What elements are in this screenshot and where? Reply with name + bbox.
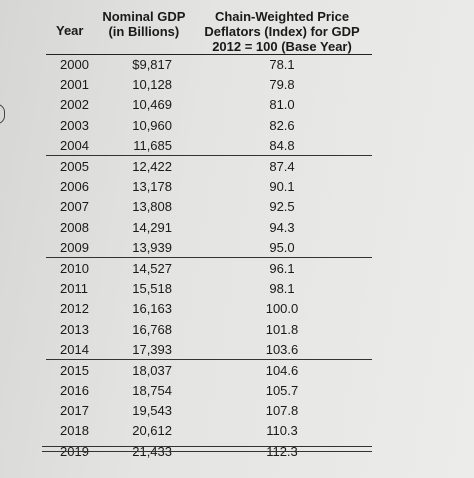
- table-row: 2017 19,543 107.8: [46, 401, 372, 421]
- year-cell: 2005: [60, 159, 89, 175]
- nominal-gdp-cell: 16,163: [132, 301, 172, 317]
- nominal-gdp-cell: 14,291: [132, 219, 172, 235]
- table-row: 2018 20,612 110.3: [46, 421, 372, 441]
- year-cell: 2008: [60, 219, 89, 235]
- deflator-cell: 103.6: [192, 339, 372, 361]
- year-cell: 2001: [60, 77, 89, 93]
- deflator-cell: 100.0: [265, 301, 299, 317]
- year-cell: 2015: [60, 362, 89, 378]
- year-cell: 2010: [60, 260, 89, 276]
- year-cell: 2013: [60, 321, 89, 337]
- year-cell: 2011: [60, 281, 88, 297]
- table-bottom-rule: [42, 446, 372, 452]
- nominal-gdp-cell: 10,128: [132, 77, 172, 93]
- nominal-gdp-cell: 15,518: [132, 281, 172, 297]
- deflator-cell: 94.3: [269, 219, 295, 235]
- year-cell: 2003: [60, 117, 89, 133]
- header-price-deflator: Chain-Weighted Price Deflators (Index) f…: [192, 8, 372, 54]
- nominal-gdp-cell: 14,527: [132, 260, 172, 276]
- deflator-cell: 110.3: [266, 423, 298, 439]
- table-row: 2001 10,128 79.8: [46, 75, 372, 95]
- deflator-cell: 90.1: [269, 179, 295, 195]
- page-edge-mark: [0, 104, 5, 124]
- nominal-gdp-cell: 13,939: [95, 237, 192, 259]
- header-deflator-line1: Chain-Weighted Price: [214, 8, 350, 24]
- nominal-gdp-cell: 20,612: [132, 423, 172, 439]
- table-row: 2006 13,178 90.1: [46, 177, 372, 197]
- deflator-cell: 104.6: [265, 362, 299, 378]
- table-row: 2012 16,163 100.0: [46, 299, 372, 319]
- year-cell: 2012: [60, 301, 89, 317]
- nominal-gdp-cell: 11,685: [95, 135, 192, 157]
- table-row: 2010 14,527 96.1: [46, 258, 372, 279]
- year-cell: 2018: [60, 423, 89, 439]
- nominal-gdp-cell: 17,393: [95, 339, 192, 361]
- year-cell: 2009: [46, 237, 96, 259]
- deflator-cell: 79.8: [269, 77, 295, 93]
- deflator-cell: 92.5: [269, 199, 295, 215]
- nominal-gdp-cell: 16,768: [132, 321, 172, 337]
- deflator-cell: 78.1: [269, 57, 295, 73]
- header-nominal-gdp-line1: Nominal GDP: [102, 8, 186, 24]
- table-row: 2003 10,960 82.6: [46, 115, 372, 135]
- deflator-cell: 98.1: [269, 281, 295, 297]
- deflator-cell: 96.1: [269, 260, 295, 276]
- deflator-cell: 101.8: [265, 321, 299, 337]
- table-body: 2000 $9,817 78.1 2001 10,128 79.8 2002 10,469 81…: [46, 54, 372, 461]
- header-nominal-gdp: Nominal GDP (in Billions): [96, 8, 192, 54]
- header-year: Year: [56, 23, 84, 39]
- deflator-cell: 81.0: [269, 97, 295, 113]
- table-row: 2014 17,393 103.6: [46, 339, 372, 361]
- table-row: 2008 14,291 94.3: [46, 217, 372, 237]
- table-row: 2002 10,469 81.0: [46, 95, 372, 115]
- nominal-gdp-cell: 18,754: [132, 383, 172, 399]
- nominal-gdp-cell: $9,817: [132, 57, 172, 73]
- nominal-gdp-cell: 10,960: [132, 117, 172, 133]
- year-cell: 2017: [60, 403, 89, 419]
- nominal-gdp-cell: 13,808: [132, 199, 172, 215]
- deflator-cell: 84.8: [192, 135, 372, 157]
- nominal-gdp-cell: 13,178: [132, 179, 172, 195]
- deflator-cell: 105.7: [265, 383, 299, 399]
- gdp-deflator-table: Year Nominal GDP (in Billions) Chain-Wei…: [46, 8, 372, 461]
- table-row: 2004 11,685 84.8: [46, 135, 372, 157]
- header-nominal-gdp-line2: (in Billions): [108, 23, 180, 39]
- year-cell: 2007: [60, 199, 89, 215]
- year-cell: 2006: [60, 179, 89, 195]
- year-cell: 2000: [60, 57, 89, 73]
- deflator-cell: 107.8: [265, 403, 299, 419]
- header-deflator-line3: 2012 = 100 (Base Year): [212, 38, 352, 54]
- table-header: Year Nominal GDP (in Billions) Chain-Wei…: [46, 8, 372, 54]
- table-row: 2015 18,037 104.6: [46, 360, 372, 381]
- table-row: 2005 12,422 87.4: [46, 156, 372, 177]
- year-cell: 2016: [60, 383, 89, 399]
- table-row: 2013 16,768 101.8: [46, 319, 372, 339]
- year-cell: 2002: [60, 97, 89, 113]
- header-deflator-line2: Deflators (Index) for GDP: [204, 23, 360, 39]
- year-cell: 2014: [46, 339, 96, 361]
- nominal-gdp-cell: 19,543: [132, 403, 172, 419]
- table-row: 2000 $9,817 78.1: [46, 54, 372, 75]
- table-row: 2016 18,754 105.7: [46, 381, 372, 401]
- nominal-gdp-cell: 10,469: [132, 97, 172, 113]
- year-cell: 2004: [46, 135, 96, 157]
- deflator-cell: 82.6: [269, 117, 295, 133]
- deflator-cell: 95.0: [192, 237, 372, 259]
- table-row: 2011 15,518 98.1: [46, 279, 372, 299]
- table-row: 2007 13,808 92.5: [46, 197, 372, 217]
- nominal-gdp-cell: 12,422: [132, 159, 172, 175]
- nominal-gdp-cell: 18,037: [132, 362, 172, 378]
- deflator-cell: 87.4: [269, 159, 295, 175]
- table-row: 2009 13,939 95.0: [46, 237, 372, 259]
